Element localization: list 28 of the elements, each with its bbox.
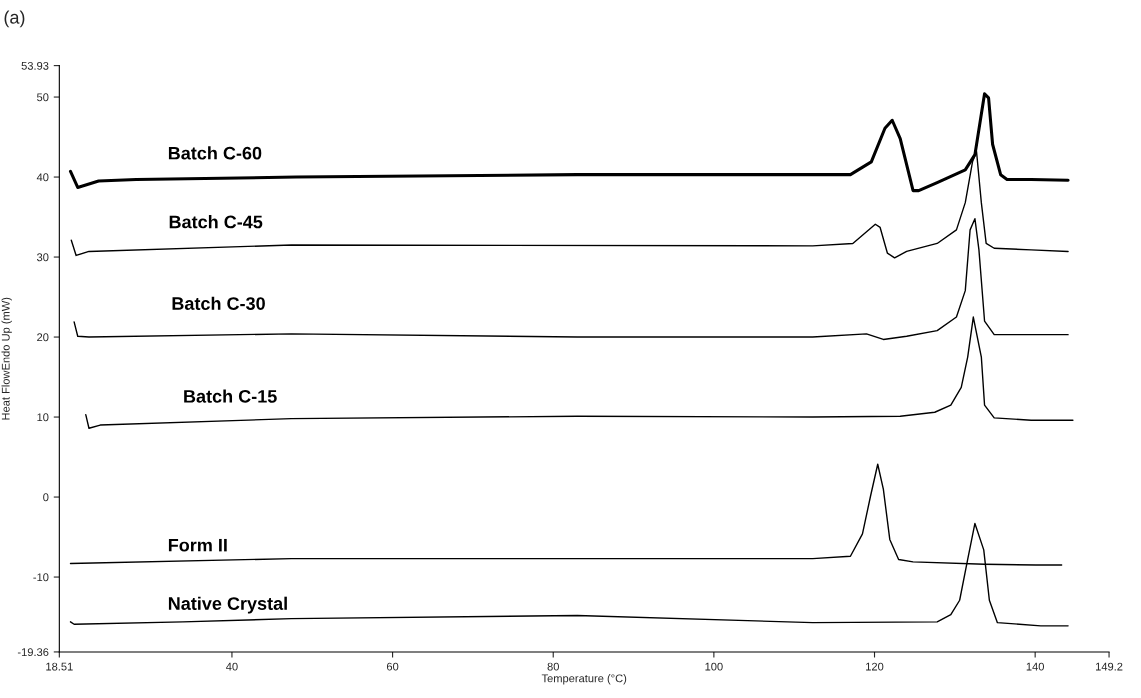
x-tick-label: 40	[226, 662, 238, 671]
chart-title: (a)	[4, 10, 25, 28]
x-tick-label: 120	[866, 662, 884, 671]
line-series	[73, 217, 1069, 341]
x-axis-title: Temperature (°C)	[541, 674, 627, 685]
series-label: Form II	[168, 538, 227, 552]
x-tick-label: 18.51	[46, 662, 73, 671]
series-label: Batch C-60	[168, 146, 262, 160]
y-tick-label: 50	[37, 93, 49, 102]
series-label: Native Crystal	[168, 596, 287, 614]
y-tick-label: -19.36	[17, 648, 49, 657]
x-tick-label: 149.2	[1096, 662, 1123, 671]
series-label: Batch C-15	[184, 389, 277, 403]
y-tick-label: 20	[37, 333, 49, 342]
y-tick-label: 40	[36, 173, 49, 182]
y-tick-label: -10	[33, 573, 49, 582]
y-tick-label: 10	[37, 413, 49, 422]
x-tick-label: 140	[1026, 662, 1044, 671]
series-label: Batch C-45	[169, 215, 263, 229]
x-tick-label: 60	[386, 662, 399, 671]
y-tick-label: 30	[36, 253, 49, 262]
y-tick-label: 0	[43, 493, 49, 502]
x-tick-label: 80	[547, 662, 559, 671]
x-tick-label: 100	[705, 662, 723, 671]
y-tick-label: 53.93	[21, 61, 49, 70]
y-axis-title: Heat FlowEndo Up (mW)	[1, 297, 12, 420]
series-label: Batch C-30	[172, 296, 265, 310]
line-series	[85, 316, 1074, 429]
